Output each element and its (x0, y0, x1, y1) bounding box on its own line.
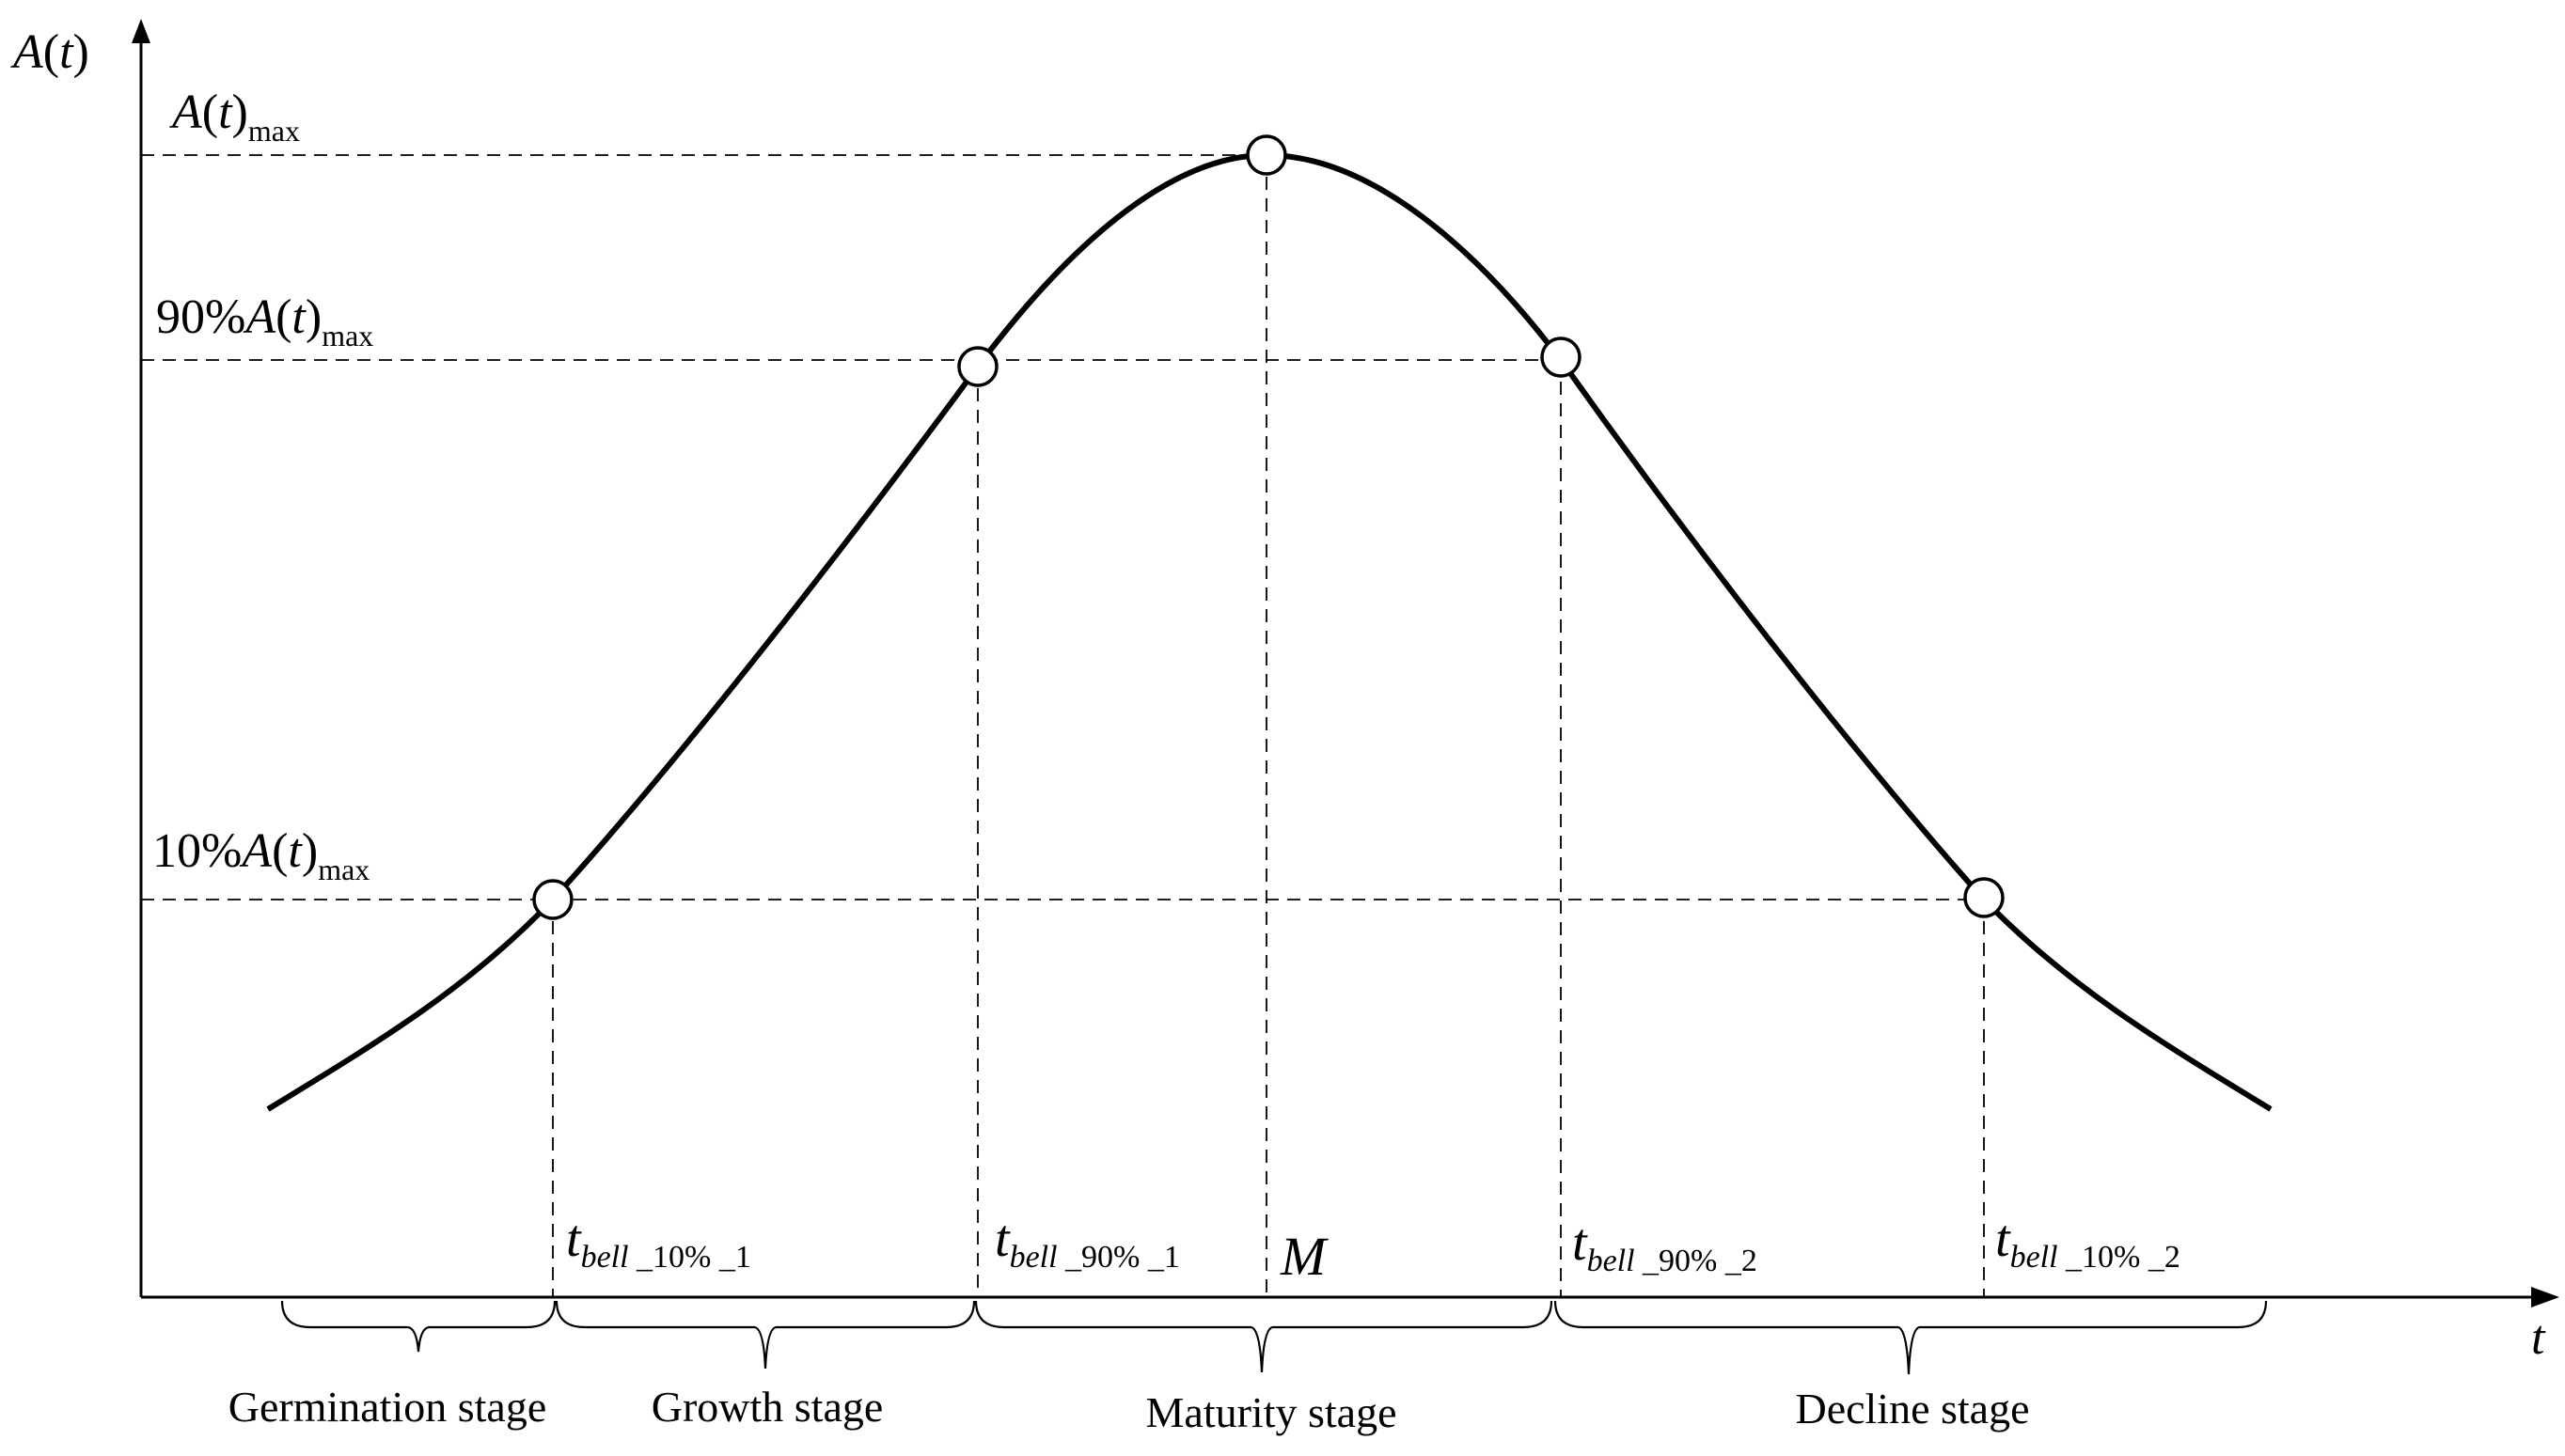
time-marker-labels: tbell _10% _1 tbell _90% _1 M tbell _90%… (566, 1210, 2180, 1287)
time-t90-2-sub-rest: _90% _2 (1635, 1244, 1757, 1278)
time-t10-1-sub-rest: _10% _1 (629, 1240, 751, 1275)
marker-t90-2 (1540, 337, 1581, 378)
time-t10-2-t: t (1995, 1210, 2011, 1268)
axes (132, 19, 2559, 1307)
marker-t10-2 (1963, 877, 2005, 918)
time-t90-2-t: t (1572, 1213, 1588, 1272)
time-t10-1-sub-italic: bell (581, 1240, 629, 1275)
level-max-open: ( (202, 86, 218, 139)
horizontal-guides (141, 154, 1984, 900)
bell-curve (266, 151, 2273, 1112)
stage-labels: Germination stage Growth stage Maturity … (228, 1383, 2030, 1436)
time-label-peak: M (1280, 1226, 1329, 1287)
brace-growth (555, 1300, 976, 1370)
level-10-A: A (239, 824, 272, 878)
level-10-prefix: 10% (152, 824, 242, 878)
stage-label-maturity: Maturity stage (1146, 1388, 1397, 1436)
y-axis-label-var: t (59, 25, 74, 79)
level-labels: A(t)max 90%A(t)max 10%A(t)max (152, 86, 373, 886)
marker-peak (1246, 134, 1287, 176)
level-max-t: t (218, 86, 233, 139)
curve-markers (532, 134, 2005, 920)
level-max-close: ) (232, 86, 248, 139)
level-label-90: 90%A(t)max (156, 290, 373, 352)
level-max-A: A (169, 86, 202, 139)
y-axis-label: A(t) (10, 25, 89, 79)
time-label-t10-2: tbell _10% _2 (1995, 1210, 2180, 1275)
time-t10-1-t: t (566, 1210, 582, 1268)
x-axis-arrowhead (2531, 1287, 2559, 1307)
brace-germination (280, 1300, 557, 1353)
x-axis-label: t (2531, 1311, 2546, 1365)
level-10-sub: max (318, 853, 370, 886)
vertical-guides (552, 155, 1985, 1297)
level-10-open: ( (272, 824, 288, 878)
level-90-open: ( (275, 290, 291, 344)
level-10-close: ) (302, 824, 318, 878)
time-t90-1-sub-rest: _90% _1 (1058, 1240, 1180, 1275)
brace-maturity (974, 1300, 1553, 1373)
time-label-t90-1: tbell _90% _1 (995, 1210, 1180, 1275)
level-90-sub: max (322, 319, 373, 352)
level-90-prefix: 90% (156, 290, 245, 344)
marker-t90-1 (957, 346, 999, 387)
brace-decline (1553, 1300, 2268, 1375)
stage-label-decline: Decline stage (1795, 1385, 2029, 1433)
time-t10-2-sub-italic: bell (2010, 1240, 2058, 1275)
stage-braces (280, 1300, 2268, 1375)
y-axis-label-main: A (10, 25, 43, 79)
stage-label-growth: Growth stage (652, 1383, 884, 1431)
level-90-A: A (243, 290, 275, 344)
time-t90-1-t: t (995, 1210, 1011, 1268)
time-t10-2-sub-rest: _10% _2 (2058, 1240, 2180, 1275)
y-axis-label-close: ) (73, 25, 89, 79)
level-label-max: A(t)max (169, 86, 300, 148)
marker-t10-1 (532, 879, 574, 920)
time-label-t90-2: tbell _90% _2 (1572, 1213, 1757, 1278)
stage-label-germination: Germination stage (228, 1383, 547, 1431)
y-axis-label-open: ( (43, 25, 59, 79)
time-t90-2-sub-italic: bell (1587, 1244, 1635, 1278)
time-label-t10-1: tbell _10% _1 (566, 1210, 751, 1275)
level-label-10: 10%A(t)max (152, 824, 370, 886)
time-t90-1-sub-italic: bell (1010, 1240, 1058, 1275)
level-90-close: ) (306, 290, 322, 344)
level-max-sub: max (248, 114, 300, 148)
y-axis-arrowhead (132, 19, 150, 43)
level-90-t: t (291, 290, 307, 344)
level-10-t: t (288, 824, 303, 878)
